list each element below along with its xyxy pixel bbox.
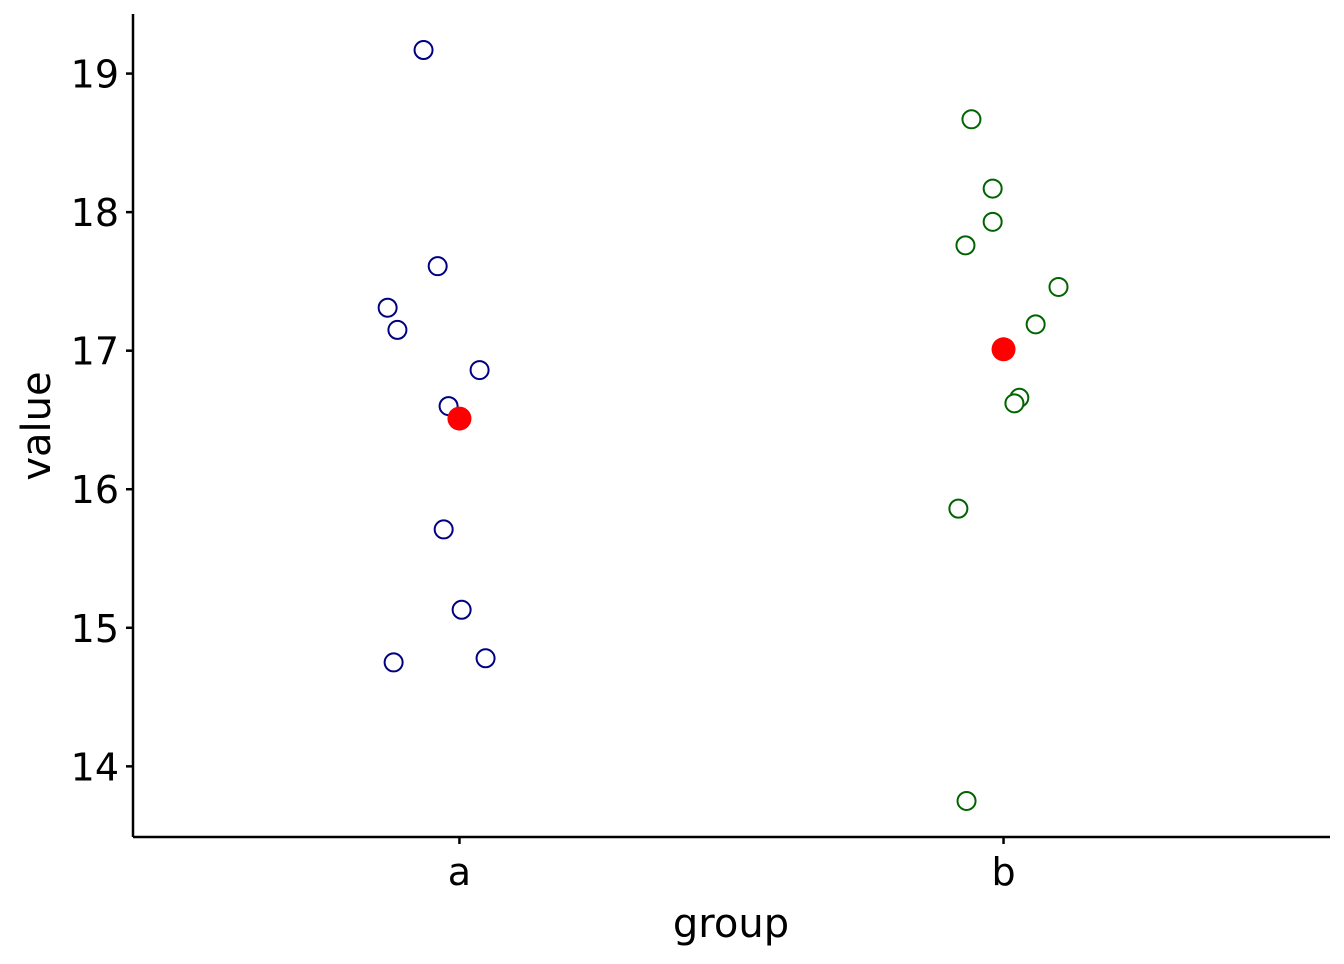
data-point-b (948, 498, 969, 519)
data-point-b (1025, 314, 1046, 335)
data-point-b (1004, 393, 1025, 414)
mean-point-a (447, 406, 472, 431)
y-tick-label: 14 (71, 745, 119, 789)
data-point-b (956, 790, 977, 811)
y-tick-label: 15 (71, 607, 119, 651)
x-axis-label: group (673, 901, 789, 947)
data-point-a (469, 360, 490, 381)
data-point-b (1048, 276, 1069, 297)
y-tick-label: 17 (71, 330, 119, 374)
data-point-a (433, 519, 454, 540)
data-point-b (955, 235, 976, 256)
x-tick-label: a (448, 850, 471, 894)
data-point-a (383, 652, 404, 673)
data-point-a (413, 40, 434, 61)
data-point-a (451, 599, 472, 620)
y-axis-label: value (14, 371, 60, 480)
axes: 14 15 16 17 18 19 a b (71, 14, 1330, 894)
data-point-b (982, 178, 1003, 199)
data-point-b (961, 109, 982, 130)
x-tick-label: b (991, 850, 1015, 894)
data-point-a (475, 648, 496, 669)
data-point-a (377, 297, 398, 318)
points (377, 40, 1069, 811)
y-tick-label: 16 (71, 468, 119, 512)
mean-point-b (991, 337, 1016, 362)
data-point-b (982, 211, 1003, 232)
y-tick-label: 19 (71, 53, 119, 97)
data-point-a (387, 319, 408, 340)
data-point-a (427, 256, 448, 277)
y-tick-label: 18 (71, 191, 119, 235)
